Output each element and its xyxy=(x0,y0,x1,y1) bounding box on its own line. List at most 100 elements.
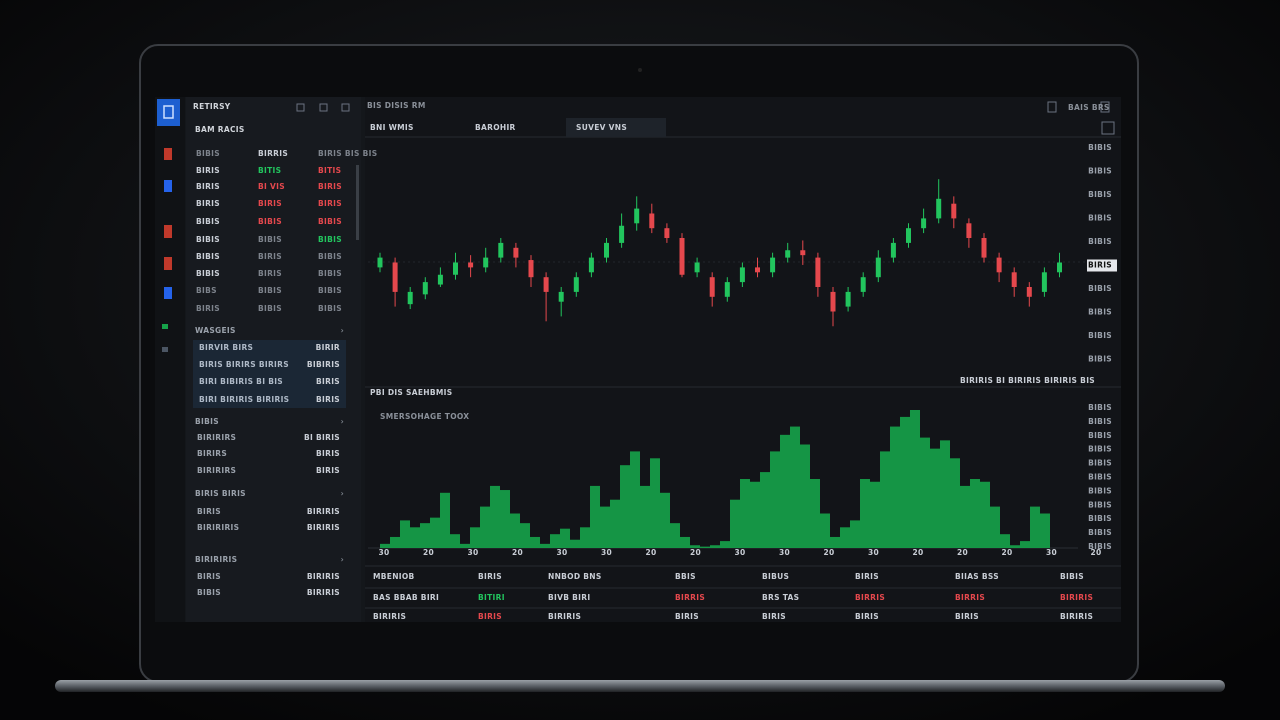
watchlist-cell: BIBIS xyxy=(258,286,282,295)
table-cell: BIRIS xyxy=(762,612,786,621)
rail-icon[interactable] xyxy=(164,225,172,238)
x-tick-label: 20 xyxy=(423,548,434,557)
price-marker xyxy=(1087,259,1117,272)
table-cell: BIRRIS xyxy=(675,593,705,602)
list-value: BIRIS xyxy=(316,449,340,458)
panel-title: BAM RACIS xyxy=(195,125,245,134)
tab[interactable]: BNI WMIS xyxy=(370,123,414,132)
table-header: BIBIS xyxy=(1060,572,1084,581)
candle-body xyxy=(588,257,594,273)
watchlist-cell: BIBIS xyxy=(258,304,282,313)
list-item[interactable]: BIRI BIRIRIS BIRIRIS xyxy=(199,395,289,404)
rail-icon[interactable] xyxy=(164,148,172,160)
list-item[interactable]: BIBIS xyxy=(197,588,221,597)
watchlist-cell[interactable]: BIBIS xyxy=(196,269,220,278)
watchlist-cell: BI VIS xyxy=(258,182,285,191)
candle-body xyxy=(845,291,851,307)
list-item[interactable]: BIRIRS xyxy=(197,449,227,458)
volume-bar xyxy=(390,536,400,548)
watchlist-cell[interactable]: BIRIS xyxy=(196,182,220,191)
volume-bar xyxy=(1020,541,1030,548)
x-tick-label: 30 xyxy=(467,548,478,557)
rail-icon[interactable] xyxy=(164,257,172,270)
list-item[interactable]: BIRIS xyxy=(197,572,221,581)
volume-bar xyxy=(690,545,700,548)
toolbar-icon[interactable] xyxy=(1101,121,1115,135)
candle-body xyxy=(936,198,942,219)
watchlist-cell[interactable]: BIBIS xyxy=(196,252,220,261)
candle-body xyxy=(513,247,519,258)
rail-icon[interactable] xyxy=(162,347,168,352)
rail-icon[interactable] xyxy=(164,180,172,192)
candle-body xyxy=(619,225,625,243)
tab[interactable]: SUVEV VNS xyxy=(576,123,627,132)
toolbar-icon[interactable] xyxy=(296,103,305,112)
column-header: BIBIS xyxy=(196,149,220,158)
section-title: BIBIS xyxy=(195,417,219,426)
rail-icon[interactable] xyxy=(162,324,168,329)
list-item[interactable]: BIRIRIRS xyxy=(197,433,236,442)
volume-bar xyxy=(890,426,900,548)
list-item[interactable]: BIRIS xyxy=(197,507,221,516)
list-item[interactable]: BIRVIR BIRS xyxy=(199,343,253,352)
watchlist-cell: BIBIS xyxy=(318,269,342,278)
volume-bar xyxy=(380,543,390,548)
watchlist-cell[interactable]: BIRIS xyxy=(196,199,220,208)
watchlist-cell[interactable]: BIBIS xyxy=(196,217,220,226)
watchlist-cell: BITIS xyxy=(318,166,341,175)
watchlist-cell: BIRIS xyxy=(258,269,282,278)
list-value: BIRIR xyxy=(316,343,340,352)
x-tick-label: 30 xyxy=(601,548,612,557)
active-tab[interactable] xyxy=(566,118,666,137)
toolbar-icon[interactable] xyxy=(319,103,328,112)
candle-body xyxy=(437,274,443,285)
price-axis-label: BIBIS xyxy=(1088,167,1112,176)
volume-bar xyxy=(700,546,710,548)
x-tick-label: 30 xyxy=(868,548,879,557)
list-item[interactable]: BIRIS BIRIRS BIRIRS xyxy=(199,360,289,369)
x-tick-label: 20 xyxy=(690,548,701,557)
watchlist-cell[interactable]: BIBS xyxy=(196,286,217,295)
table-header: NNBOD BNS xyxy=(548,572,602,581)
scrollbar[interactable] xyxy=(356,165,359,240)
toolbar-icon[interactable] xyxy=(1100,101,1110,113)
volume-bar xyxy=(720,541,730,548)
watchlist-cell: BIBIS xyxy=(318,235,342,244)
volume-bar xyxy=(940,440,950,548)
tab[interactable]: BAROHIR xyxy=(475,123,516,132)
volume-axis-label: BIBIS xyxy=(1088,514,1112,523)
volume-bar xyxy=(860,479,870,548)
watchlist-cell: BIBIS xyxy=(258,235,282,244)
table-cell: BIRIRIS xyxy=(1060,593,1093,602)
table-cell: BIRIS xyxy=(855,612,879,621)
volume-bar xyxy=(400,520,410,548)
volume-bar xyxy=(1010,545,1020,548)
candle-body xyxy=(679,238,685,275)
volume-bar xyxy=(450,534,460,548)
toolbar-icon[interactable] xyxy=(1047,101,1057,113)
watchlist-cell[interactable]: BIBIS xyxy=(196,235,220,244)
candle-body xyxy=(407,291,413,305)
column-header: BIRRIS xyxy=(258,149,288,158)
volume-bar xyxy=(910,410,920,548)
candle-body xyxy=(906,228,911,243)
watchlist-cell: BIBIS xyxy=(318,252,342,261)
volume-bar xyxy=(900,416,910,548)
column-header: BIRIS BIS BIS xyxy=(318,149,377,158)
table-cell: BIRIRIS xyxy=(373,612,406,621)
list-item[interactable]: BIRI BIBIRIS BI BIS xyxy=(199,377,283,386)
volume-bar xyxy=(510,513,520,548)
list-item[interactable]: BIRIRIRS xyxy=(197,466,236,475)
rail-icon[interactable] xyxy=(164,287,172,299)
price-axis-label: BIBIS xyxy=(1088,214,1112,223)
volume-bar xyxy=(580,527,590,548)
watchlist-cell[interactable]: BIRIS xyxy=(196,166,220,175)
volume-bar xyxy=(1040,513,1050,548)
price-axis-label: BIBIS xyxy=(1088,284,1112,293)
volume-bar xyxy=(500,490,510,548)
toolbar-icon[interactable] xyxy=(341,103,350,112)
watchlist-cell[interactable]: BIRIS xyxy=(196,304,220,313)
volume-bar xyxy=(800,444,810,548)
list-item[interactable]: BIRIRIRIS xyxy=(197,523,239,532)
volume-bar xyxy=(870,481,880,548)
